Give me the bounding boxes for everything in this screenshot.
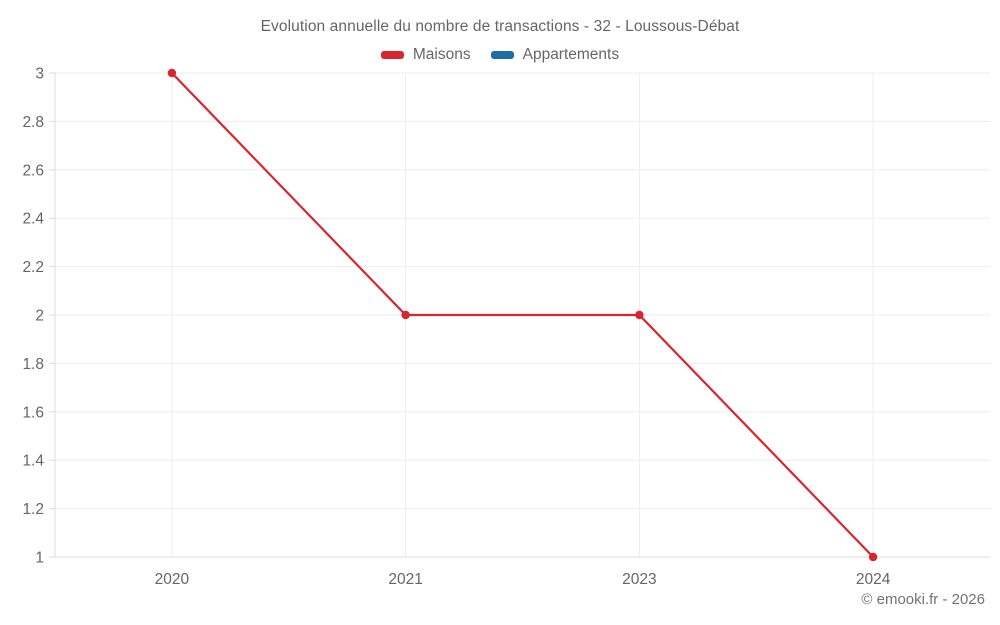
y-tick-label: 2.2 bbox=[22, 259, 44, 276]
x-tick-label: 2024 bbox=[856, 571, 891, 588]
y-tick-label: 2.8 bbox=[22, 114, 44, 131]
series-line-maisons[interactable] bbox=[171, 72, 874, 558]
y-tick-label: 1.6 bbox=[22, 404, 44, 421]
legend-label-appartements: Appartements bbox=[522, 46, 620, 63]
y-tick-label: 1.4 bbox=[22, 453, 44, 470]
chart-legend: Maisons Appartements bbox=[0, 46, 1000, 64]
footer-credit: © emooki.fr - 2026 bbox=[861, 591, 985, 608]
appartements-swatch-icon bbox=[490, 51, 514, 59]
y-tick-label: 2.4 bbox=[22, 211, 44, 228]
y-tick-label: 2 bbox=[35, 308, 44, 325]
y-tick-label: 3 bbox=[35, 66, 44, 83]
y-tick-label: 1.8 bbox=[22, 356, 44, 373]
y-tick-label: 1 bbox=[35, 550, 44, 567]
legend-item-maisons[interactable]: Maisons bbox=[380, 46, 471, 64]
data-point-maisons[interactable] bbox=[868, 552, 878, 562]
x-tick-label: 2023 bbox=[622, 571, 656, 588]
maisons-swatch-icon bbox=[380, 51, 404, 59]
data-point-maisons[interactable] bbox=[167, 68, 177, 78]
legend-item-appartements[interactable]: Appartements bbox=[490, 46, 620, 64]
data-point-maisons[interactable] bbox=[401, 310, 410, 320]
data-point-maisons[interactable] bbox=[635, 310, 644, 320]
legend-label-maisons: Maisons bbox=[412, 46, 471, 63]
x-tick-label: 2021 bbox=[388, 571, 422, 588]
x-tick-label: 2020 bbox=[155, 571, 190, 588]
chart-title: Evolution annuelle du nombre de transact… bbox=[260, 18, 740, 35]
y-tick-label: 2.6 bbox=[22, 162, 44, 179]
y-tick-label: 1.2 bbox=[22, 501, 44, 518]
